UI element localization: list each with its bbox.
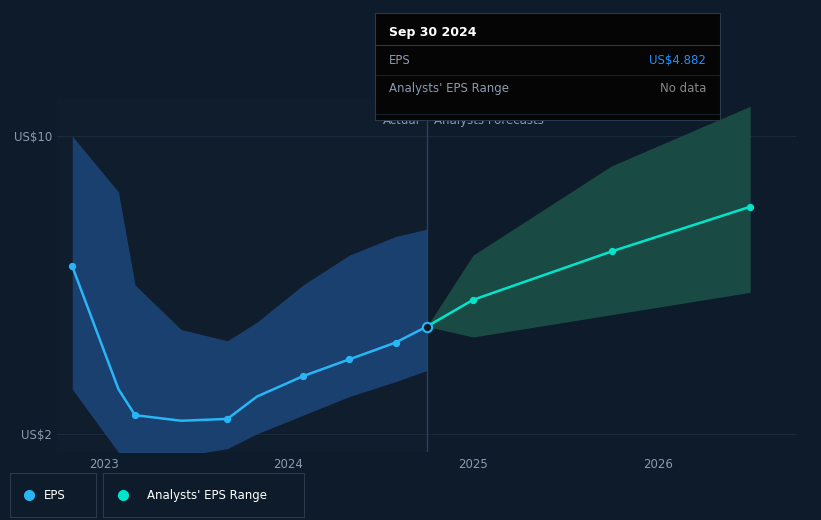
Point [66,262,79,270]
Point [420,322,433,331]
Text: Analysts Forecasts: Analysts Forecasts [434,114,544,127]
Text: No data: No data [660,82,706,95]
Point [221,415,234,423]
Text: EPS: EPS [44,489,66,502]
Text: Analysts' EPS Range: Analysts' EPS Range [147,489,267,502]
Text: Sep 30 2024: Sep 30 2024 [389,26,476,39]
Text: Actual: Actual [383,114,420,127]
Point [342,355,355,363]
Text: Analysts' EPS Range: Analysts' EPS Range [389,82,509,95]
Point [129,411,142,419]
Point [744,203,757,211]
Text: EPS: EPS [389,54,410,67]
Point [389,339,402,347]
Text: US$4.882: US$4.882 [649,54,706,67]
Point [296,372,310,380]
Bar [57,99,427,452]
Point [466,296,479,304]
Point [605,247,618,255]
